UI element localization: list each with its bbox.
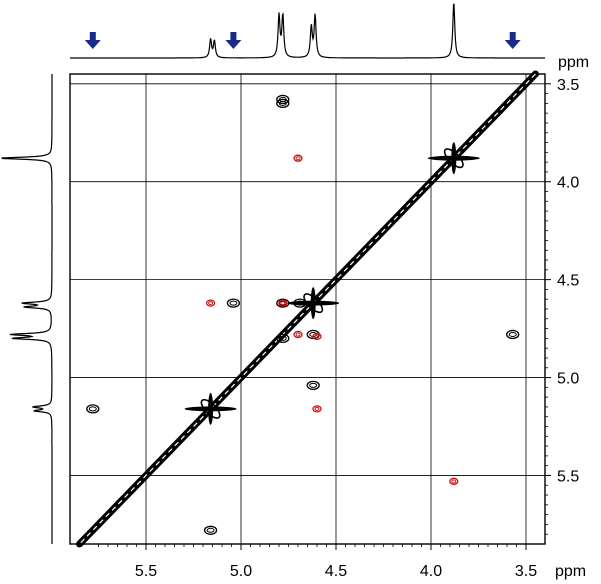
contour-ring <box>295 300 304 306</box>
cross-peaks <box>86 94 520 535</box>
plot-area <box>69 70 546 548</box>
cross-peak <box>276 98 290 109</box>
contour-ring <box>206 527 215 533</box>
contour-ring <box>314 406 320 411</box>
x-tick-label: 4.0 <box>420 563 442 580</box>
left-projection <box>1 74 53 544</box>
cross-peak <box>449 477 459 485</box>
cross-peak <box>293 154 303 162</box>
contour-core <box>451 142 457 175</box>
diagonal-peaks <box>76 70 539 548</box>
contour-ring <box>293 330 303 339</box>
y-tick-label: 4.5 <box>557 273 579 290</box>
x-tick-label: 5.0 <box>230 563 252 580</box>
contour-ring <box>306 380 320 391</box>
arrow-shaft <box>89 32 96 41</box>
x-tick-label: 4.5 <box>325 563 347 580</box>
y-tick-label: 4.0 <box>557 175 579 192</box>
cross-peak <box>278 299 288 307</box>
contour-ring <box>276 333 290 344</box>
cross-peak <box>312 405 322 413</box>
contour-ring <box>88 406 97 412</box>
contour-ring <box>276 98 290 109</box>
contour-ring <box>508 331 517 337</box>
contour-ring <box>312 405 322 413</box>
contour-ring <box>293 154 303 162</box>
diagonal-ridge-highlight <box>79 73 536 545</box>
top-projection-trace <box>70 3 545 59</box>
contour-ring <box>86 404 100 414</box>
contour-ring <box>303 293 324 314</box>
arrow-shaft <box>230 32 237 41</box>
contour-ring <box>278 335 287 341</box>
cross-peak <box>293 298 307 308</box>
contour-core <box>310 287 316 320</box>
contour-ring <box>449 477 459 485</box>
y-tick-label: 5.5 <box>557 468 579 485</box>
top-projection-markers <box>84 32 521 49</box>
contour-ring <box>443 148 464 169</box>
down-arrow-icon <box>84 32 101 49</box>
contour-ring <box>276 94 290 105</box>
down-arrow-icon <box>504 32 521 49</box>
left-projection-trace <box>1 74 53 544</box>
y-axis: 3.5 4.0 4.5 5.0 5.5 <box>545 77 579 535</box>
y-tick-label: 3.5 <box>557 77 579 94</box>
x-tick-label: 3.5 <box>515 563 537 580</box>
cross-peak <box>276 333 290 344</box>
cross-peak <box>203 525 218 535</box>
top-projection: ppm <box>70 3 589 71</box>
contour-ring <box>205 299 216 307</box>
cross-peak <box>306 380 320 391</box>
cross-peak <box>205 299 216 307</box>
x-tick-label: 5.5 <box>135 563 157 580</box>
contour-ring <box>208 301 214 306</box>
x-axis-unit-label: ppm <box>555 563 586 580</box>
arrow-head <box>225 40 242 49</box>
contour-ring <box>200 398 221 419</box>
contour-ring <box>203 525 218 535</box>
cross-peak <box>86 404 100 414</box>
contour-ring <box>295 156 301 161</box>
cross-peak <box>226 298 241 308</box>
contour-core <box>208 392 214 425</box>
contour-ring <box>280 301 286 306</box>
arrow-head <box>84 40 101 49</box>
top-axis-unit-label: ppm <box>558 54 589 71</box>
contour-ring <box>309 382 318 388</box>
down-arrow-icon <box>225 32 242 49</box>
arrow-shaft <box>509 32 516 41</box>
contour-ring <box>506 329 520 340</box>
contour-ring <box>226 298 241 308</box>
contour-ring <box>312 332 322 341</box>
cross-peak <box>506 329 520 340</box>
contour-ring <box>229 300 238 306</box>
contour-ring <box>278 299 288 307</box>
cross-peak <box>293 330 303 339</box>
contour-ring <box>314 334 320 339</box>
cross-peak <box>427 142 480 175</box>
contour-ring <box>278 100 287 106</box>
cross-peak <box>287 287 340 320</box>
cross-peak <box>312 332 322 341</box>
arrow-head <box>504 40 521 49</box>
x-axis: ppm 5.5 5.0 4.5 4.0 3.5 <box>98 544 586 580</box>
cross-peak <box>184 392 237 425</box>
y-tick-label: 5.0 <box>557 371 579 388</box>
contour-ring <box>293 298 307 308</box>
contour-ring <box>451 479 457 484</box>
contour-ring <box>295 332 301 337</box>
